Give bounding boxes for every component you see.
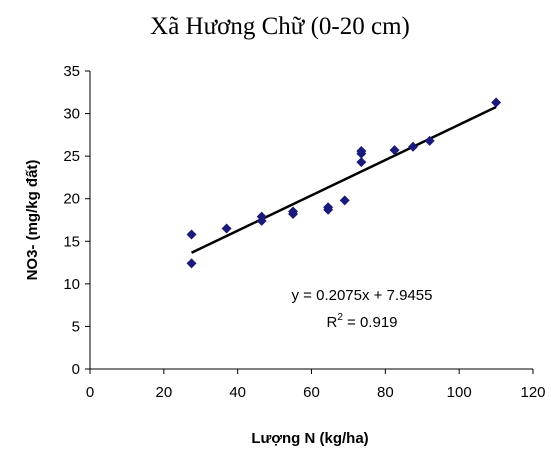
y-tick-label: 30 bbox=[63, 106, 80, 123]
data-point bbox=[221, 223, 232, 234]
r-squared-value: = 0.919 bbox=[343, 314, 398, 331]
r-squared-superscript: 2 bbox=[337, 312, 343, 323]
r-squared-prefix: R bbox=[326, 314, 337, 331]
x-tick-label: 80 bbox=[377, 384, 394, 401]
y-tick-label: 15 bbox=[63, 233, 80, 250]
data-point bbox=[256, 211, 267, 222]
data-point bbox=[356, 146, 367, 157]
y-tick-label: 35 bbox=[63, 63, 80, 80]
data-point bbox=[339, 195, 350, 206]
data-point bbox=[323, 202, 334, 213]
x-tick-label: 0 bbox=[86, 384, 94, 401]
chart-title: Xã Hương Chữ (0-20 cm) bbox=[150, 13, 410, 40]
data-point bbox=[389, 145, 400, 156]
y-tick-label: 20 bbox=[63, 191, 80, 208]
x-axis-ticks: 0 20 40 60 80 100 120 bbox=[86, 369, 546, 401]
axes bbox=[89, 71, 533, 370]
trendline bbox=[190, 105, 497, 254]
y-tick-label: 25 bbox=[63, 148, 80, 165]
data-point bbox=[408, 141, 419, 152]
data-point bbox=[491, 97, 502, 108]
x-tick-label: 40 bbox=[229, 384, 246, 401]
data-point bbox=[186, 258, 197, 269]
y-tick-label: 5 bbox=[72, 318, 80, 335]
y-tick-label: 10 bbox=[63, 276, 80, 293]
x-tick-label: 100 bbox=[447, 384, 472, 401]
r-squared-label: R2 = 0.919 bbox=[326, 312, 397, 331]
trendline-group bbox=[190, 105, 497, 254]
data-point bbox=[356, 157, 367, 168]
y-axis-ticks: 0 5 10 15 20 25 30 35 bbox=[63, 63, 90, 378]
x-tick-label: 60 bbox=[303, 384, 320, 401]
data-point bbox=[424, 135, 435, 146]
x-axis-label: Lượng N (kg/ha) bbox=[251, 430, 368, 447]
data-point bbox=[288, 206, 299, 217]
y-axis-label: NO3- (mg/kg đất) bbox=[24, 160, 41, 281]
trendline-equation: y = 0.2075x + 7.9455 bbox=[292, 287, 433, 304]
data-point bbox=[186, 229, 197, 240]
x-tick-label: 20 bbox=[155, 384, 172, 401]
x-tick-label: 120 bbox=[520, 384, 545, 401]
y-tick-label: 0 bbox=[72, 361, 80, 378]
data-points bbox=[186, 97, 502, 269]
